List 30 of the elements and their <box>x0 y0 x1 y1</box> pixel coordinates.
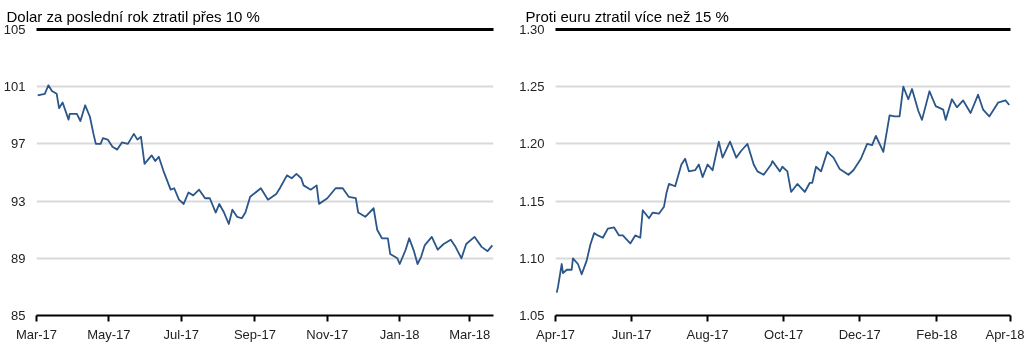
x-tick-label: Mar-17 <box>15 326 58 342</box>
x-tick-label: Jun-17 <box>611 326 652 342</box>
x-tick-label: Feb-18 <box>916 326 958 342</box>
x-tick-label: Jan-18 <box>379 326 420 342</box>
y-tick-label: 101 <box>3 79 26 95</box>
x-tick-label: Dec-17 <box>838 326 881 342</box>
y-tick-label: 105 <box>3 22 26 37</box>
line-series <box>36 84 494 265</box>
x-tick-label: Mar-18 <box>449 326 491 342</box>
x-tick-label: May-17 <box>87 326 131 342</box>
x-tick-label: Sep-17 <box>233 326 276 342</box>
y-tick-label: 1.05 <box>519 308 545 323</box>
line-series <box>555 85 1011 294</box>
y-tick-label: 1.30 <box>519 22 545 37</box>
y-tick-label: 89 <box>11 250 26 266</box>
y-tick-label: 1.25 <box>519 79 545 95</box>
y-tick-label: 1.10 <box>519 250 545 266</box>
x-tick-label: Aug-17 <box>686 326 729 342</box>
chart-title: Dolar za poslední rok ztratil přes 10 % <box>6 7 260 25</box>
x-tick-label: Apr-18 <box>985 326 1024 342</box>
y-tick-label: 1.15 <box>519 193 545 209</box>
y-tick-label: 97 <box>11 136 26 152</box>
x-tick-label: Nov-17 <box>306 326 349 342</box>
x-tick-label: Jul-17 <box>163 326 200 342</box>
y-tick-label: 1.20 <box>519 136 545 152</box>
y-tick-label: 93 <box>11 193 26 209</box>
x-tick-label: Apr-17 <box>535 326 576 342</box>
chart-title: Proti euru ztratil více než 15 % <box>525 7 729 25</box>
x-tick-label: Oct-17 <box>764 326 804 342</box>
y-tick-label: 85 <box>11 308 26 323</box>
